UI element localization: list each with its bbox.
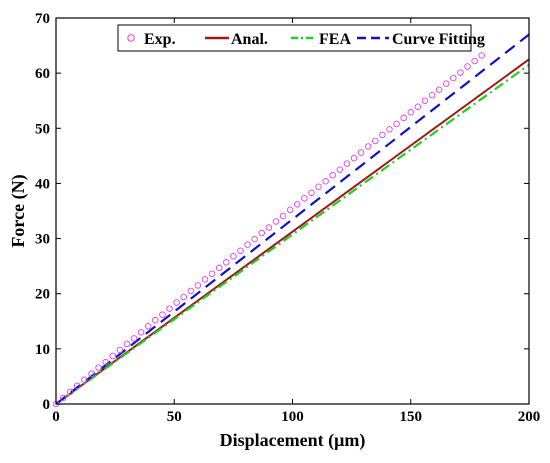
exp-data-point — [407, 109, 415, 116]
exp-data-point — [130, 335, 138, 342]
exp-data-point — [393, 120, 400, 128]
legend-label: Anal. — [231, 31, 268, 48]
exp-data-point — [74, 382, 81, 390]
exp-data-point — [201, 276, 209, 283]
x-tick-label: 150 — [400, 409, 423, 425]
y-tick-label: 50 — [35, 121, 50, 137]
y-tick-label: 40 — [35, 176, 50, 192]
series-layer — [52, 33, 530, 408]
exp-data-point — [343, 160, 351, 167]
exp-data-point — [88, 370, 95, 377]
exp-data-point — [265, 224, 273, 231]
x-tick-label: 0 — [52, 409, 60, 425]
exp-data-point — [308, 189, 315, 197]
series-line-1 — [55, 58, 530, 405]
exp-data-point — [450, 74, 457, 82]
exp-data-point — [350, 154, 358, 162]
exp-data-point — [123, 340, 131, 348]
exp-data-point — [173, 299, 180, 306]
exp-data-point — [471, 57, 478, 65]
exp-data-point — [81, 376, 88, 383]
exp-data-point — [152, 316, 159, 324]
exp-data-point — [457, 69, 464, 76]
y-tick-label: 20 — [35, 287, 50, 303]
exp-data-point — [435, 86, 443, 93]
exp-data-point — [428, 91, 436, 99]
exp-data-point — [293, 201, 301, 208]
exp-data-point — [379, 131, 386, 139]
exp-data-point — [464, 63, 471, 70]
x-tick-label: 50 — [167, 409, 182, 425]
exp-data-point — [102, 358, 109, 366]
exp-data-point — [66, 388, 74, 396]
exp-data-point — [272, 218, 280, 225]
exp-data-point — [372, 137, 379, 145]
exp-data-point — [414, 103, 422, 111]
series-line-2 — [55, 63, 530, 405]
exp-data-point — [478, 52, 485, 59]
legend-label: FEA — [319, 31, 351, 48]
legend-label: Exp. — [144, 31, 176, 48]
x-tick-label: 200 — [518, 409, 541, 425]
exp-data-point — [137, 329, 145, 336]
exp-data-point — [109, 352, 117, 360]
exp-data-point — [364, 143, 372, 150]
legend-label: Curve Fitting — [392, 31, 485, 48]
exp-data-point — [386, 126, 393, 133]
exp-data-point — [166, 305, 173, 312]
exp-data-point — [237, 247, 244, 254]
exp-data-point — [279, 212, 287, 220]
exp-data-point — [187, 287, 195, 295]
exp-data-point — [59, 394, 67, 402]
exp-data-point — [442, 80, 450, 87]
exp-data-point — [144, 322, 152, 330]
legend-marker — [127, 34, 135, 42]
y-tick-label: 30 — [35, 232, 50, 248]
y-tick-label: 70 — [35, 11, 50, 27]
exp-data-point — [194, 282, 202, 289]
exp-data-point — [116, 346, 124, 354]
exp-data-point — [215, 264, 223, 272]
exp-data-point — [251, 235, 258, 243]
ticks-layer: 0 50 100 150 200 0 10 20 30 40 50 60 70 — [35, 11, 540, 425]
exp-data-point — [244, 241, 251, 248]
exp-data-point — [315, 183, 322, 190]
exp-data-point — [322, 177, 329, 185]
exp-data-point — [301, 195, 308, 202]
exp-data-point — [230, 252, 237, 260]
exp-data-point — [421, 97, 429, 104]
exp-data-point — [357, 149, 365, 156]
y-axis-title: Force (N) — [8, 174, 29, 247]
exp-data-point — [329, 171, 336, 179]
x-tick-label: 100 — [281, 409, 304, 425]
y-tick-label: 10 — [35, 342, 50, 358]
y-tick-label: 60 — [35, 66, 50, 82]
exp-data-point — [95, 364, 102, 371]
exp-data-point — [400, 114, 407, 122]
exp-data-point — [258, 229, 266, 237]
exp-data-point — [159, 311, 166, 318]
exp-data-point — [336, 166, 344, 173]
exp-data-point — [180, 293, 187, 301]
x-axis-title: Displacement (μm) — [220, 430, 366, 451]
exp-data-point — [286, 206, 294, 214]
exp-data-point — [208, 270, 216, 278]
y-tick-label: 0 — [43, 397, 51, 413]
series-line-3 — [55, 33, 530, 405]
legend: Exp. Anal. FEA Curve Fitting — [117, 24, 485, 52]
exp-data-point — [223, 259, 230, 266]
